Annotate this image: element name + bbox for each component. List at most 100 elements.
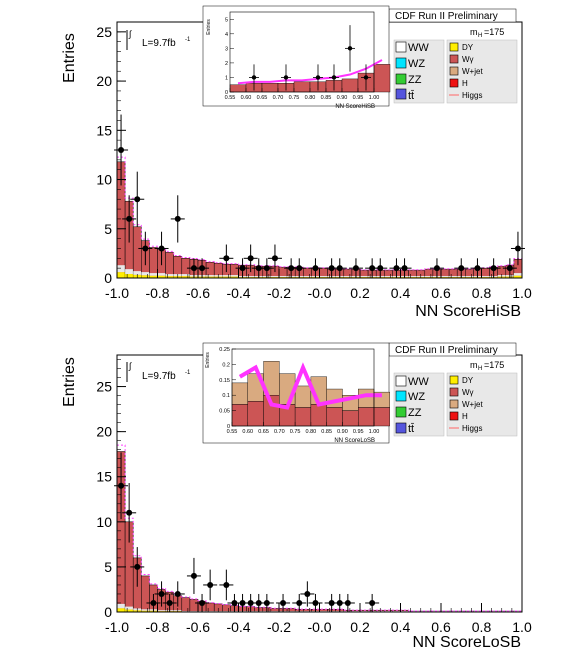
inset-frame	[231, 348, 375, 427]
bottom-inset: 0 0.05 0.1 0.15 0.2 0.25 0.55 0.60 0.65 0.70 0.75 0…	[202, 342, 390, 444]
svg-text:Wγ: Wγ	[462, 55, 474, 64]
data-point	[369, 599, 376, 606]
x-tick-label: -0.4	[226, 285, 250, 301]
svg-text:tt̄: tt̄	[408, 90, 414, 102]
stack-bar-ww	[303, 276, 312, 278]
data-point	[239, 265, 246, 272]
y-tick-label: 0	[104, 270, 112, 286]
x-tick-label: 1.0	[512, 619, 532, 635]
inset-bar-wgamma	[342, 410, 359, 427]
data-point	[336, 599, 343, 606]
stack-bar-wgamma	[222, 604, 231, 613]
data-point	[328, 599, 335, 606]
x-tick-label: -1.0	[105, 619, 129, 635]
x-tick-label: 0.2	[350, 285, 370, 301]
data-point	[271, 255, 278, 262]
svg-text:ZZ: ZZ	[408, 74, 422, 86]
stack-bar-ww	[360, 276, 369, 278]
svg-text:-1: -1	[185, 37, 191, 43]
data-point	[150, 599, 157, 606]
stack-bar-ww	[125, 606, 134, 610]
inset-data-point	[363, 75, 369, 80]
inset-x-tick-label: 0.95	[353, 429, 364, 435]
stack-bar-ww	[270, 276, 279, 278]
x-tick-label: 0.8	[472, 285, 492, 301]
y-tick-label: 20	[96, 73, 112, 89]
svg-text:W+jet: W+jet	[462, 400, 483, 409]
data-point	[126, 215, 133, 222]
stack-bar-ww	[125, 269, 134, 275]
top-y-ticks: 0 5 10 15 20 25	[96, 21, 126, 286]
inset-x-tick-label: 0.95	[353, 95, 364, 101]
stack-bar-ww	[117, 603, 126, 609]
data-point	[174, 215, 181, 222]
svg-text:H: H	[478, 33, 482, 39]
stack-bar-ww	[465, 276, 474, 278]
bottom-legend: WW WZ ZZ tt̄ DY Wγ W+jet H Higgs	[393, 372, 518, 437]
bottom-panel: 0 5 10 15 20 25 -1.0 -0.8 -0.6 -0.4 -0.2 -0.0 0.2 0.…	[61, 342, 532, 651]
inset-bar-wgamma	[229, 84, 247, 93]
data-point	[190, 572, 197, 579]
top-legend: WW WZ ZZ tt̄ DY Wγ W+jet H Higgs	[393, 39, 518, 104]
inset-data-point	[251, 75, 257, 80]
svg-text:H: H	[462, 412, 468, 421]
data-point	[458, 265, 465, 272]
y-tick-label: 5	[104, 559, 112, 575]
stack-bar-dy	[117, 272, 126, 278]
data-point	[296, 265, 303, 272]
svg-text:Higgs: Higgs	[462, 91, 482, 100]
data-point	[344, 599, 351, 606]
x-tick-label: -0.2	[267, 619, 291, 635]
inset-x-tick-label: 0.70	[274, 429, 285, 435]
bottom-mass-label: m H =175	[470, 360, 504, 372]
stack-bar-ww	[181, 274, 190, 277]
data-point	[336, 265, 343, 272]
data-point	[174, 590, 181, 597]
inset-x-tick-label: 0.85	[321, 429, 332, 435]
inset-signal-curve	[237, 59, 383, 85]
stack-bar-ww	[441, 276, 450, 278]
x-tick-label: -0.8	[145, 285, 169, 301]
data-point	[223, 255, 230, 262]
bottom-x-axis-label: NN ScoreLoSB	[413, 634, 522, 651]
svg-text:W+jet: W+jet	[462, 67, 483, 76]
data-point	[255, 599, 262, 606]
data-point	[134, 196, 141, 203]
inset-x-tick-label: 0.90	[337, 95, 348, 101]
x-tick-label: -0.6	[186, 619, 210, 635]
svg-text:-1: -1	[185, 370, 191, 376]
bottom-inset-y-label: Entries	[205, 352, 211, 368]
svg-text:WW: WW	[408, 42, 429, 54]
data-point	[433, 265, 440, 272]
inset-data-point	[331, 75, 337, 80]
data-point	[190, 265, 197, 272]
stack-bar-ww	[165, 274, 174, 277]
x-tick-label: -0.6	[186, 285, 210, 301]
data-point	[223, 581, 230, 588]
svg-text:∫: ∫	[128, 29, 133, 39]
data-point	[263, 265, 270, 272]
data-point	[158, 590, 165, 597]
svg-text:Wγ: Wγ	[462, 388, 474, 397]
stack-bar-ww	[141, 272, 150, 276]
top-mass-label: m H =175	[470, 27, 504, 39]
inset-bar-wgamma	[310, 404, 327, 427]
svg-text:=175: =175	[484, 360, 504, 370]
svg-text:=175: =175	[484, 27, 504, 37]
inset-x-tick-label: 0.60	[241, 95, 252, 101]
bottom-data-points	[114, 452, 380, 612]
y-tick-label: 10	[96, 514, 112, 530]
x-tick-label: -0.2	[267, 285, 291, 301]
inset-x-tick-label: 0.85	[321, 95, 332, 101]
inset-bar-wgamma	[326, 407, 343, 427]
inset-x-tick-label: 0.55	[225, 95, 236, 101]
signal-outline	[117, 444, 522, 612]
inset-x-tick-label: 0.70	[273, 95, 284, 101]
inset-data-point	[283, 75, 289, 80]
data-point	[126, 509, 133, 516]
inset-frame	[229, 11, 375, 93]
stack-bar-ww	[279, 276, 288, 278]
y-tick-label: 15	[96, 122, 112, 138]
stack-bar-dy	[117, 608, 126, 612]
